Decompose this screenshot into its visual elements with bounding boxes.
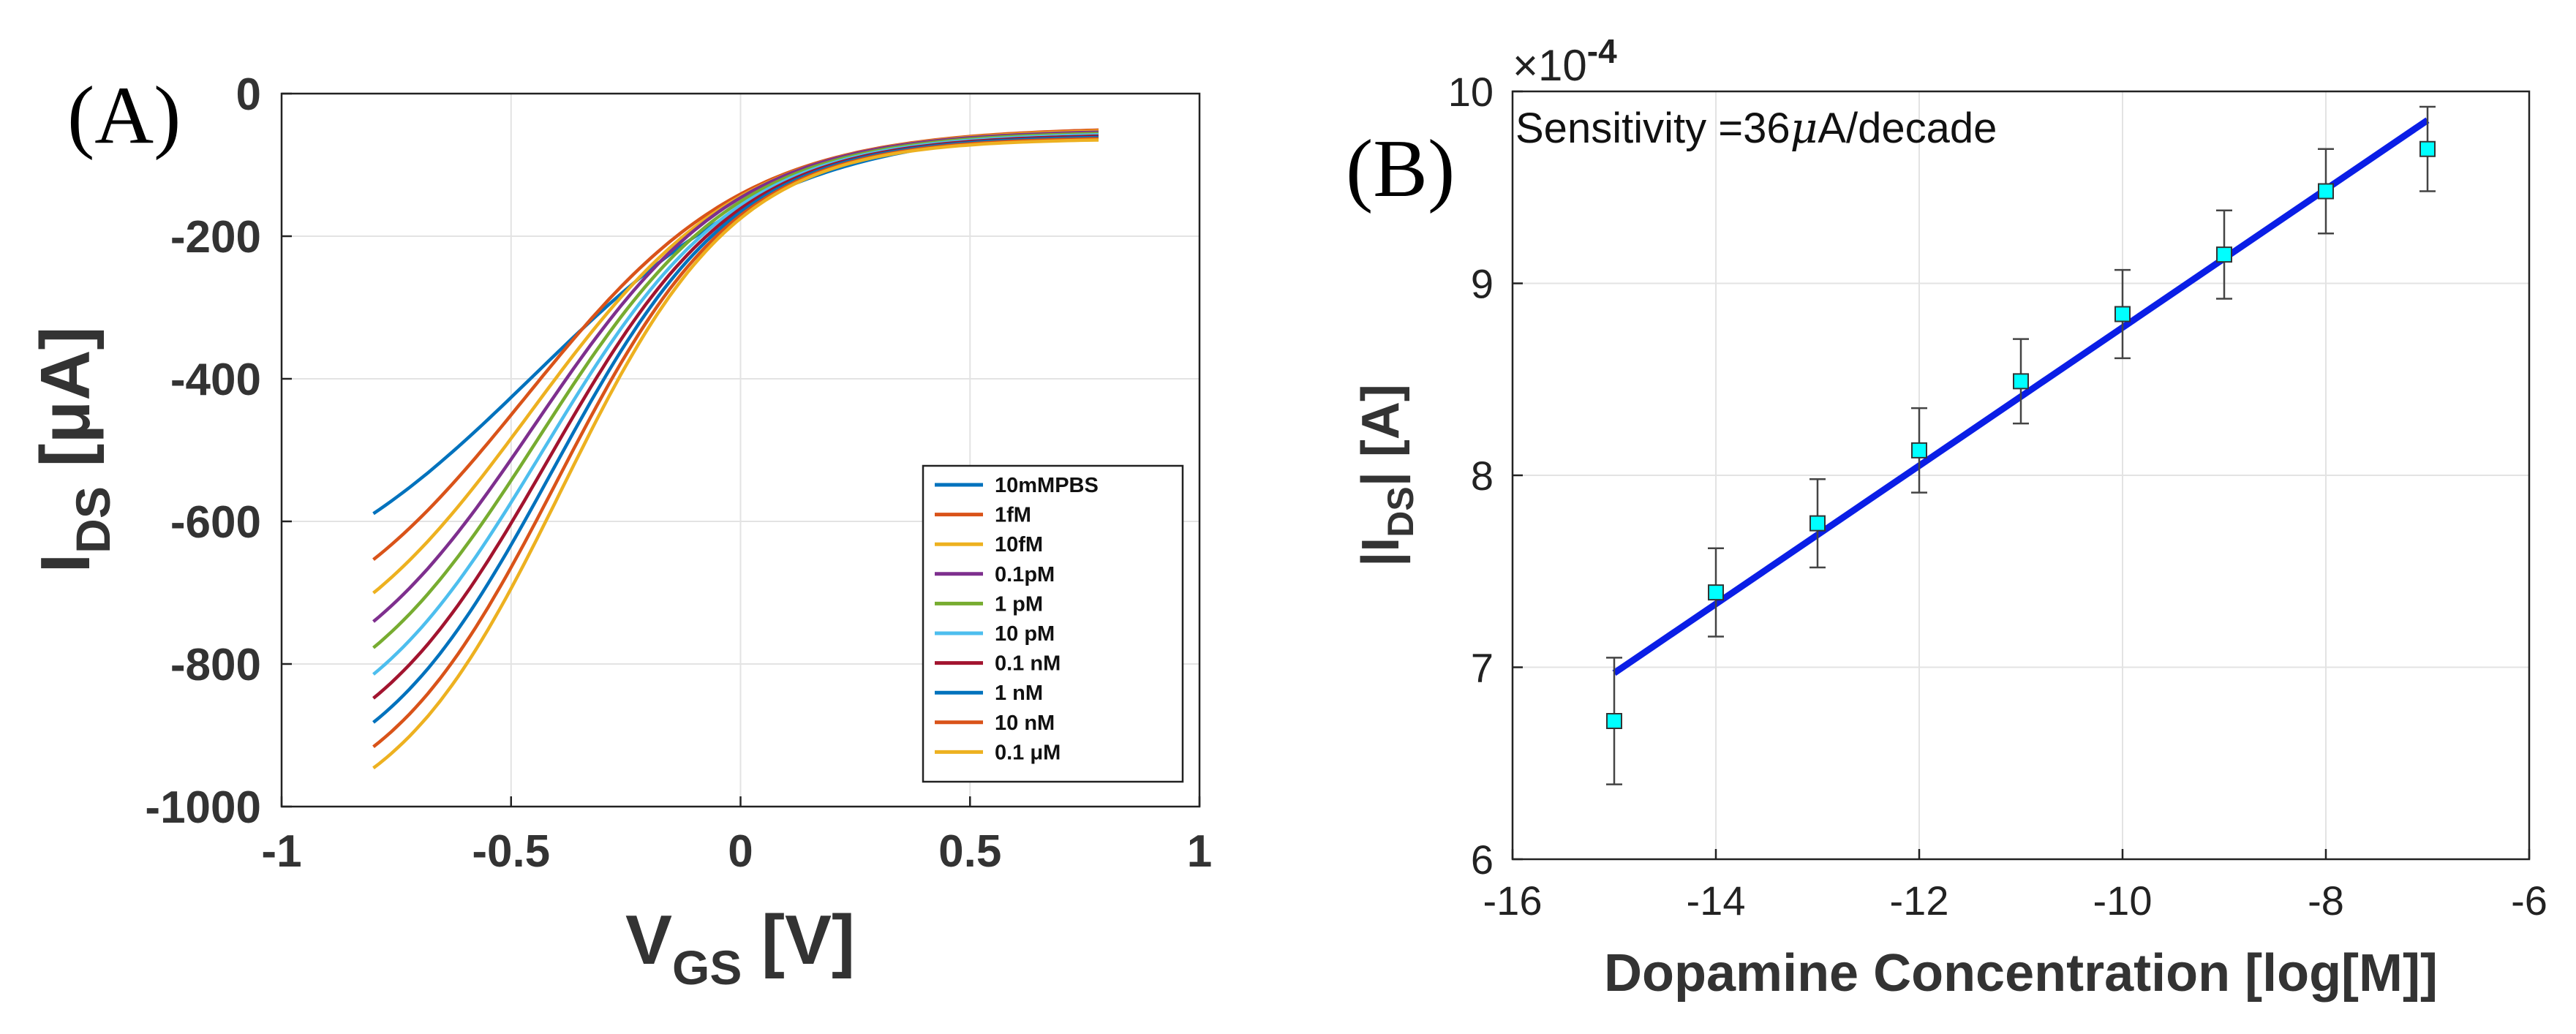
panel-a-ytick-label: -800 (170, 640, 261, 690)
panel-b-ytick-label: 8 (1471, 453, 1494, 499)
panel-a-ytick-label: 0 (236, 69, 261, 120)
legend-label-0: 10mMPBS (995, 474, 1099, 497)
panel-b-errorbars (1606, 105, 2436, 785)
legend-label-1: 1fM (995, 504, 1031, 527)
panel-b-annotation: Sensitivity =36μA/decade (1515, 103, 1997, 153)
panel-b-xlabel: Dopamine Concentration [log[M]] (1604, 944, 2438, 1003)
legend-label-8: 10 nM (995, 712, 1055, 735)
legend-label-7: 1 nM (995, 682, 1043, 705)
panel-a-xtick-label: 1 (1187, 826, 1212, 877)
panel-b-ytick-label: 6 (1471, 837, 1494, 883)
data-point-0 (1606, 713, 1622, 729)
panel-b-y-ticks: 6 7 8 9 10 (1448, 69, 1523, 883)
panel-b-exponent: ×10-4 (1513, 32, 1617, 90)
panel-b-xtick-label: -6 (2511, 878, 2547, 924)
panel-b-markers (1606, 140, 2436, 729)
legend-label-4: 1 pM (995, 592, 1043, 616)
panel-a-x-ticks: -1 -0.5 0 0.5 1 (261, 796, 1212, 877)
panel-a-legend: 10mMPBS 1fM 10fM 0.1pM 1 pM 10 pM 0.1 nM 1 nM 10… (922, 464, 1184, 783)
panel-b-ylabel: |IDS| [A] (1352, 384, 1421, 567)
data-point-8 (2419, 140, 2436, 157)
panel-b: (B) -16 -14 -12 -10 -8 -6 6 7 8 9 10 ×10-4 Sensit… (1346, 32, 2547, 1003)
legend-label-2: 10fM (995, 533, 1043, 556)
legend-label-6: 0.1 nM (995, 652, 1061, 676)
data-point-1 (1708, 584, 1724, 601)
legend-label-5: 10 pM (995, 622, 1055, 646)
panel-b-xtick-label: -8 (2308, 878, 2344, 924)
panel-a-xtick-label: -0.5 (472, 826, 550, 877)
panel-a-xlabel: VGS [V] (625, 901, 855, 995)
legend-label-3: 0.1pM (995, 563, 1055, 586)
panel-b-ytick-label: 10 (1448, 69, 1494, 115)
panel-a-y-ticks: 0 -200 -400 -600 -800 -1000 (145, 69, 292, 833)
panel-a-ytick-label: -400 (170, 355, 261, 405)
legend-box (922, 464, 1184, 783)
panel-a-ytick-label: -1000 (145, 782, 261, 833)
panel-a-xtick-label: 0 (728, 826, 753, 877)
data-point-2 (1809, 515, 1826, 532)
panel-b-xtick-label: -14 (1687, 878, 1746, 924)
panel-b-ytick-label: 9 (1471, 261, 1494, 307)
legend-entries: 10mMPBS 1fM 10fM 0.1pM 1 pM 10 pM 0.1 nM 1 nM 10… (935, 474, 1099, 764)
panel-b-xtick-label: -16 (1483, 878, 1543, 924)
data-point-3 (1911, 442, 1927, 458)
series-line-9 (372, 138, 1099, 770)
panel-a-series (372, 128, 1099, 770)
panel-a-ytick-label: -600 (170, 497, 261, 548)
panel-b-ytick-label: 7 (1471, 645, 1494, 691)
panel-b-xtick-label: -12 (1890, 878, 1949, 924)
panel-b-grid (1512, 91, 2530, 860)
series-line-0 (372, 129, 1099, 516)
panel-b-xtick-label: -10 (2093, 878, 2153, 924)
data-point-7 (2318, 183, 2334, 200)
panel-a-xtick-label: 0.5 (938, 826, 1001, 877)
panel-b-label: (B) (1346, 124, 1455, 214)
data-point-5 (2114, 306, 2131, 322)
panel-a-xtick-label: -1 (261, 826, 301, 877)
data-point-4 (2013, 373, 2029, 390)
panel-b-x-ticks: -16 -14 -12 -10 -8 -6 (1483, 849, 2547, 924)
panel-a: (A) -1 -0.5 0 0.5 1 0 -200 -400 -600 -800 -1000 V… (26, 69, 1212, 995)
legend-label-9: 0.1 μM (995, 741, 1061, 764)
panel-a-label: (A) (67, 70, 181, 161)
panel-a-ylabel: IDS [μA] (26, 326, 120, 573)
data-point-6 (2216, 246, 2232, 263)
panel-a-ytick-label: -200 (170, 212, 261, 263)
